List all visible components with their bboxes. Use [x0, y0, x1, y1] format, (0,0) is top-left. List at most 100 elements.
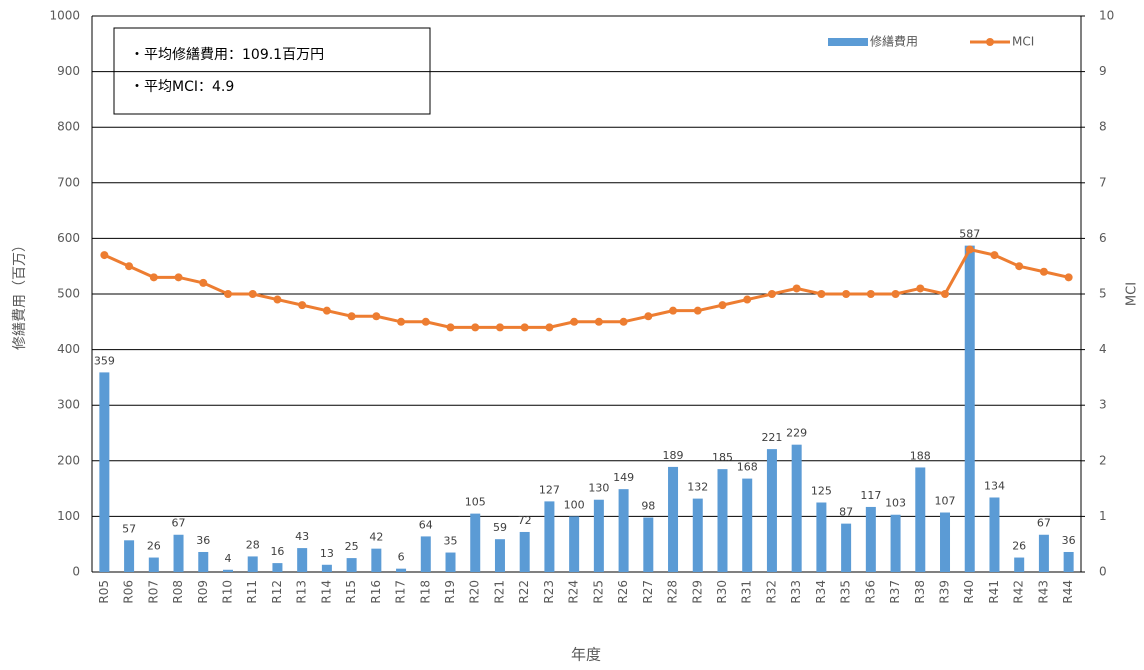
bar	[445, 552, 456, 572]
line-marker	[223, 290, 232, 298]
annotation-box	[113, 27, 431, 115]
data-label: 28	[246, 538, 260, 551]
data-label: 103	[885, 497, 906, 510]
y2-tick-label: 3	[1099, 398, 1107, 412]
bar	[371, 548, 382, 572]
bar	[1038, 534, 1049, 572]
y-tick-label: 400	[57, 342, 80, 356]
bar	[124, 540, 135, 572]
x-tick-label: R26	[616, 580, 630, 604]
x-tick-label: R18	[418, 580, 432, 604]
bar	[173, 534, 184, 572]
bar	[717, 469, 728, 572]
data-label: 125	[811, 485, 832, 498]
x-axis-title: 年度	[571, 646, 601, 664]
x-tick-label: R35	[839, 580, 853, 604]
bar	[247, 556, 258, 572]
line-marker	[1039, 267, 1048, 276]
x-tick-label: R39	[938, 580, 952, 604]
y2-tick-label: 10	[1099, 9, 1114, 23]
x-tick-label: R44	[1061, 580, 1075, 604]
bar	[519, 531, 530, 572]
x-tick-label: R41	[987, 580, 1001, 604]
legend-marker	[986, 38, 994, 46]
x-tick-label: R11	[245, 580, 259, 604]
bar	[494, 539, 505, 572]
x-tick-label: R28	[666, 580, 680, 604]
line-marker	[174, 273, 183, 282]
data-label: 229	[786, 427, 807, 440]
bar	[668, 466, 679, 572]
x-tick-label: R15	[344, 580, 358, 604]
bar	[321, 564, 332, 572]
data-label: 42	[369, 531, 383, 544]
data-label: 189	[663, 449, 684, 462]
data-label: 130	[588, 482, 609, 495]
line-marker	[792, 284, 801, 293]
y-tick-label: 600	[57, 231, 80, 245]
line-marker	[842, 290, 851, 298]
x-tick-label: R06	[122, 580, 136, 604]
data-label: 64	[419, 518, 433, 531]
data-label: 25	[345, 540, 359, 553]
line-marker	[298, 301, 307, 310]
bar	[1063, 551, 1074, 572]
data-label: 87	[839, 506, 853, 519]
data-label: 107	[935, 495, 956, 508]
data-label: 105	[465, 496, 486, 509]
line-marker	[644, 312, 653, 321]
data-label: 35	[444, 535, 458, 548]
line-marker	[471, 323, 480, 332]
x-tick-label: R42	[1012, 580, 1026, 604]
y2-tick-label: 1	[1099, 509, 1107, 523]
y2-axis-title: MCI	[1125, 282, 1140, 306]
x-tick-label: R22	[517, 580, 531, 604]
x-tick-label: R43	[1036, 580, 1050, 604]
x-tick-label: R24	[567, 580, 581, 604]
line-marker	[941, 290, 950, 298]
bar	[816, 502, 827, 572]
bar	[890, 514, 901, 572]
data-label: 168	[737, 461, 758, 474]
x-tick-label: R29	[690, 580, 704, 604]
line-marker	[817, 290, 826, 298]
x-tick-label: R27	[641, 580, 655, 604]
bar	[569, 516, 580, 572]
line	[103, 247, 1069, 329]
legend-label: MCI	[1012, 35, 1034, 49]
line-marker	[866, 290, 875, 298]
data-label: 587	[959, 228, 980, 241]
data-label: 26	[147, 540, 161, 553]
line-marker	[273, 295, 282, 304]
bar	[470, 513, 481, 572]
y2-tick-label: 9	[1099, 64, 1107, 78]
line-marker	[421, 317, 430, 326]
x-tick-label: R14	[319, 580, 333, 604]
x-tick-label: R05	[97, 580, 111, 604]
bar	[346, 558, 357, 572]
y2-tick-label: 2	[1099, 453, 1107, 467]
x-tick-label: R38	[913, 580, 927, 604]
bar	[99, 372, 110, 572]
legend-label: 修繕費用	[870, 34, 918, 49]
x-tick-label: R25	[591, 580, 605, 604]
x-tick-label: R20	[468, 580, 482, 604]
line-marker	[446, 323, 455, 332]
x-tick-label: R32	[764, 580, 778, 604]
data-label: 359	[94, 354, 115, 367]
y-tick-label: 200	[57, 453, 80, 467]
y2-tick-label: 0	[1099, 565, 1107, 579]
y2-tick-label: 6	[1099, 231, 1107, 245]
data-label: 57	[122, 522, 136, 535]
data-label: 127	[539, 483, 560, 496]
data-label: 6	[398, 551, 405, 564]
y2-tick-label: 4	[1099, 342, 1107, 356]
data-label: 185	[712, 451, 733, 464]
x-tick-label: R23	[542, 580, 556, 604]
y-tick-label: 500	[57, 287, 80, 301]
line-marker	[916, 284, 925, 293]
x-tick-label: R34	[814, 580, 828, 604]
x-tick-label: R12	[270, 580, 284, 604]
y-tick-label: 700	[57, 175, 80, 189]
